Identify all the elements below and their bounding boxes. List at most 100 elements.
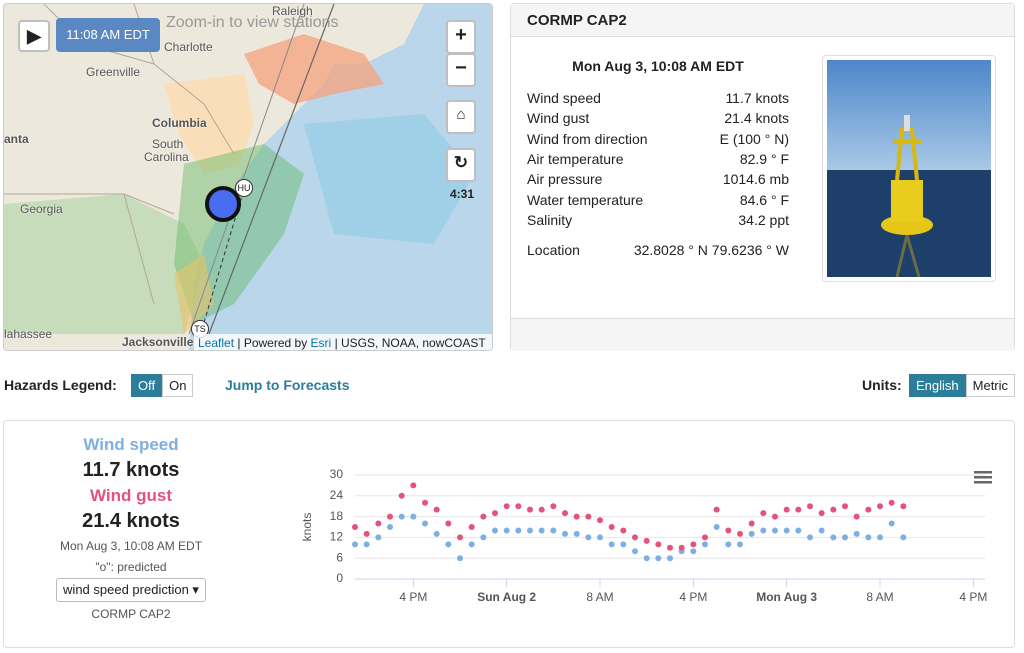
station-row: Air pressure 1014.6 mb (527, 171, 789, 187)
data-point (562, 530, 568, 537)
label: Salinity (527, 211, 573, 228)
data-point (608, 541, 615, 548)
map-hint: Zoom-in to view stations (166, 14, 339, 31)
storm-marker[interactable]: HU (235, 179, 253, 197)
data-point (783, 506, 790, 513)
data-point (760, 510, 767, 517)
place: Greenville (86, 65, 141, 79)
toggle-off[interactable]: Off (131, 374, 163, 397)
data-point (422, 520, 428, 527)
data-point (550, 527, 557, 534)
data-point (760, 527, 767, 534)
data-point (690, 541, 697, 548)
data-point (725, 541, 732, 548)
y-tick-label: 18 (330, 509, 344, 523)
data-point (527, 506, 533, 513)
data-point (480, 534, 487, 541)
menu-icon[interactable] (974, 471, 992, 484)
data-point (363, 530, 370, 537)
zoom-in[interactable]: + (446, 20, 476, 54)
data-point (538, 506, 545, 513)
label: Wind gust (527, 110, 590, 127)
data-point (783, 527, 790, 534)
text: | USGS, NOAA, nowCOAST (334, 336, 486, 350)
data-point (807, 503, 813, 510)
place: Jacksonville (122, 335, 194, 349)
refresh-button[interactable]: ↻ (446, 148, 476, 182)
summary: Wind speed 11.7 knots Wind gust 21.4 kno… (4, 435, 258, 621)
y-tick-label: 6 (336, 550, 343, 564)
data-point (363, 541, 370, 548)
data-point (457, 534, 463, 541)
photo (822, 55, 996, 282)
zoom-out[interactable]: − (446, 53, 476, 87)
data-point (713, 524, 720, 530)
y-tick-label: 0 (336, 571, 343, 585)
value: E (100 ° N) (719, 130, 789, 147)
data-point (375, 520, 382, 527)
data-point (492, 527, 498, 534)
play-button[interactable]: ▶ (18, 20, 50, 52)
prediction-select[interactable]: wind speed prediction ▾ (56, 578, 206, 602)
data-point (877, 534, 883, 541)
data-point (515, 527, 522, 534)
data-point (468, 541, 475, 548)
units-english[interactable]: English (909, 374, 966, 397)
data-point (900, 503, 907, 510)
value: 1014.6 mb (722, 171, 789, 188)
data-point (772, 513, 778, 520)
data-point (900, 534, 907, 541)
data-point (410, 482, 417, 489)
data-point (375, 534, 382, 541)
data-point (807, 534, 813, 541)
place: Georgia (20, 202, 63, 216)
place: Columbia (152, 116, 207, 130)
jump-link[interactable]: Jump to Forecasts (225, 377, 350, 393)
y-tick-label: 24 (330, 488, 344, 502)
data-point (888, 499, 895, 506)
data-point (492, 510, 498, 517)
data-point (398, 513, 405, 520)
data-point (818, 510, 825, 517)
station-time: Mon Aug 3, 10:08 AM EDT (572, 58, 744, 74)
data-point (608, 524, 615, 530)
text: | Powered by (237, 336, 308, 350)
data-point (538, 527, 545, 534)
data-point (562, 510, 568, 517)
x-tick-label: Sun Aug 2 (477, 590, 536, 604)
data-point (865, 506, 872, 513)
link[interactable]: Esri (310, 336, 332, 350)
panel-footer (511, 318, 1014, 351)
label: Location (527, 242, 580, 258)
hazards-label: Hazards Legend: (4, 377, 117, 393)
label: Water temperature (527, 191, 644, 208)
data-point (713, 506, 720, 513)
place: South (152, 137, 184, 151)
data-point (655, 541, 662, 548)
place: lahassee (4, 327, 53, 341)
chart: knots 0 6 12 18 24 30 4 PM Sun Aug 2 8 AM 4 PM Mon… (300, 467, 992, 604)
summary-time: Mon Aug 3, 10:08 AM EDT (59, 539, 203, 553)
link[interactable]: Leaflet (198, 336, 235, 350)
data-point (643, 537, 650, 544)
data-point (620, 541, 627, 548)
map[interactable]: Charlotte Greenville Columbia South Caro… (3, 3, 493, 351)
units-toggle: English Metric (909, 374, 1016, 397)
data-point (352, 541, 358, 548)
data-point (632, 548, 638, 555)
home-button[interactable]: ⌂ (446, 100, 476, 134)
data-point (445, 541, 452, 548)
data-point (515, 503, 522, 510)
toggle-on[interactable]: On (162, 374, 194, 397)
data-point (457, 555, 463, 562)
chart-panel: Wind speed 11.7 knots Wind gust 21.4 kno… (3, 420, 1015, 648)
x-tick-label: 4 PM (679, 590, 707, 604)
units-metric[interactable]: Metric (965, 374, 1016, 397)
data-point (410, 513, 417, 520)
data-point (550, 503, 557, 510)
data-point (702, 534, 708, 541)
data-point (853, 513, 860, 520)
place: Raleigh (272, 4, 313, 18)
value: 21.4 knots (724, 110, 789, 127)
